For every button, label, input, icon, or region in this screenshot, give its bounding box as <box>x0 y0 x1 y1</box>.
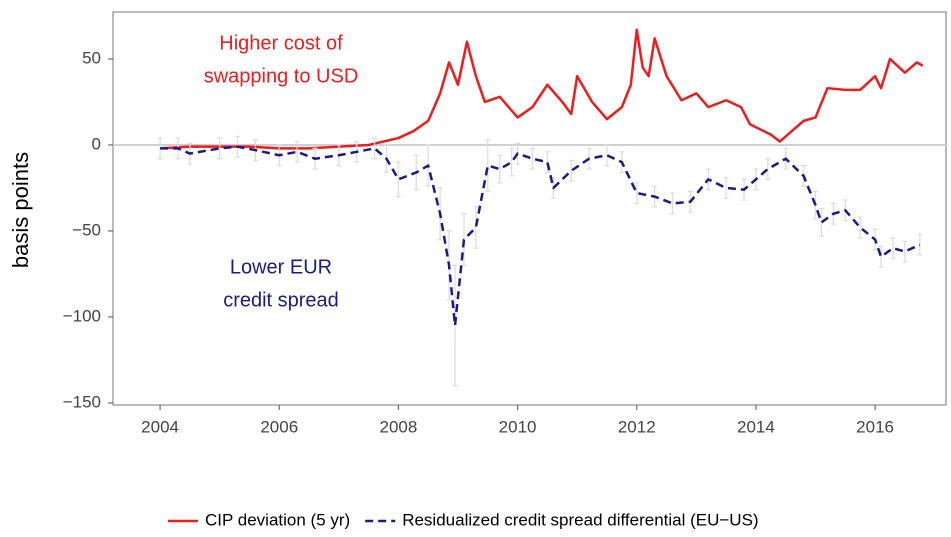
error-bar <box>473 206 479 249</box>
x-tick-label: 2006 <box>260 417 298 436</box>
plot-frame <box>112 11 947 406</box>
x-tick-label: 2008 <box>379 417 417 436</box>
error-bar <box>294 140 300 163</box>
error-bar <box>544 151 550 174</box>
error-bar <box>395 161 401 198</box>
x-tick-label: 2004 <box>141 417 179 436</box>
y-tick-label: 0 <box>92 134 101 153</box>
annotation: swapping to USD <box>204 65 359 87</box>
annotation: Lower EUR <box>230 256 332 278</box>
error-bar <box>857 216 863 239</box>
error-bar <box>604 144 610 167</box>
x-tick-label: 2016 <box>856 417 894 436</box>
error-bar <box>902 240 908 263</box>
error-bar <box>372 137 378 160</box>
error-bar <box>485 139 491 193</box>
legend-label: CIP deviation (5 yr) <box>205 510 350 529</box>
error-bar <box>890 237 896 260</box>
error-bar <box>818 207 824 237</box>
series-line <box>160 145 921 327</box>
error-bar <box>509 147 515 177</box>
error-bar <box>917 233 923 256</box>
error-bar <box>497 154 503 184</box>
y-tick-label: −100 <box>63 306 101 325</box>
annotation: credit spread <box>223 289 339 311</box>
legend-label: Residualized credit spread differential … <box>402 510 758 529</box>
annotation: Higher cost of <box>219 32 343 54</box>
error-bar <box>765 158 771 180</box>
error-bar <box>723 176 729 199</box>
y-tick-label: −150 <box>63 392 101 411</box>
error-bar <box>452 264 458 387</box>
series-line <box>159 28 924 150</box>
error-bar <box>670 192 676 215</box>
x-tick-label: 2012 <box>618 417 656 436</box>
error-bar <box>529 147 535 170</box>
error-bar <box>157 137 163 160</box>
error-bar <box>634 182 640 205</box>
x-tick-label: 2010 <box>499 417 537 436</box>
y-tick-label: −50 <box>72 220 101 239</box>
y-axis-label: basis points <box>8 152 33 268</box>
error-bar <box>217 137 223 160</box>
error-bar <box>878 245 884 268</box>
x-tick-label: 2014 <box>737 417 775 436</box>
error-bar <box>568 159 574 182</box>
y-tick-label: 50 <box>82 48 101 67</box>
